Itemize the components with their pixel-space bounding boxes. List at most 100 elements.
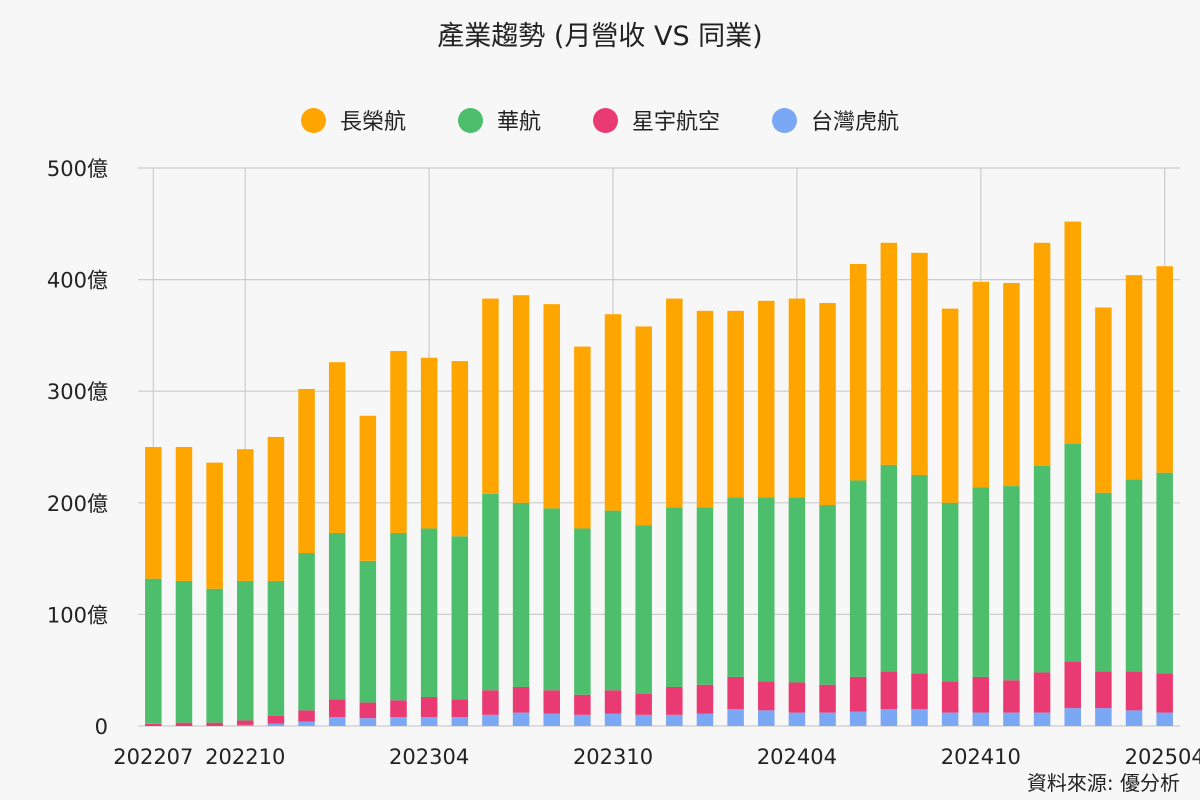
- bar-segment-tigerair: [512, 712, 530, 726]
- x-tick-label: 202410: [941, 745, 1021, 769]
- bar-segment-evaair: [267, 436, 285, 581]
- bar-segment-tigerair: [1125, 710, 1143, 726]
- bar-segment-starlux: [788, 682, 806, 713]
- bar-segment-tigerair: [696, 713, 714, 726]
- bar-segment-tigerair: [451, 717, 469, 726]
- source-credit: 資料來源: 優分析: [1026, 771, 1180, 795]
- bar-segment-tigerair: [941, 712, 959, 726]
- bar-segment-china-airlines: [390, 532, 407, 701]
- bar-segment-china-airlines: [267, 580, 285, 716]
- bar-segment-tigerair: [237, 724, 254, 726]
- x-tick-label: 202207: [113, 745, 193, 769]
- bar-segment-evaair: [206, 462, 223, 589]
- bar-segment-starlux: [206, 722, 223, 726]
- bar-segment-tigerair: [604, 713, 622, 726]
- legend-item-evaair[interactable]: 長榮航: [300, 104, 406, 136]
- bar-segment-evaair: [298, 388, 315, 554]
- legend-label-evaair: 長榮航: [339, 110, 406, 135]
- bar-segment-evaair: [604, 314, 622, 511]
- bar-segment-tigerair: [1033, 712, 1051, 726]
- bar-segment-china-airlines: [758, 497, 775, 682]
- bar-segment-evaair: [1064, 221, 1081, 444]
- bar-segment-starlux: [328, 699, 346, 718]
- bar-segment-evaair: [758, 300, 775, 498]
- bar-segment-china-airlines: [482, 493, 499, 691]
- x-tick-label: 202504: [1125, 745, 1200, 769]
- bar-segment-evaair: [359, 415, 377, 561]
- bar-segment-china-airlines: [788, 497, 806, 683]
- bar-segment-tigerair: [1003, 712, 1020, 726]
- legend-swatch-tigerair: [772, 107, 798, 133]
- bar-segment-tigerair: [1156, 712, 1173, 726]
- y-tick-label: 400億: [47, 269, 108, 293]
- bar-segment-evaair: [175, 447, 193, 581]
- legend-label-starlux: 星宇航空: [632, 110, 721, 135]
- bar-segment-tigerair: [727, 709, 744, 726]
- y-tick-label: 500億: [47, 157, 108, 181]
- bar-segment-china-airlines: [359, 560, 377, 703]
- bar-segment-evaair: [1095, 307, 1112, 493]
- bar-segment-tigerair: [267, 723, 285, 726]
- bar-segment-china-airlines: [849, 480, 867, 677]
- bar-segment-starlux: [1003, 680, 1020, 713]
- y-tick-label: 100億: [47, 603, 108, 627]
- bar-segment-starlux: [849, 676, 867, 712]
- bar-segment-evaair: [328, 362, 346, 533]
- x-tick-label: 202210: [205, 745, 285, 769]
- legend-item-starlux[interactable]: 星宇航空: [593, 104, 720, 136]
- bar-segment-starlux: [941, 681, 959, 713]
- legend-swatch-evaair: [300, 107, 326, 133]
- bar-segment-evaair: [1125, 275, 1143, 480]
- bar-segment-china-airlines: [1125, 479, 1143, 672]
- bar-segment-china-airlines: [1064, 443, 1081, 662]
- bar-segment-starlux: [237, 720, 254, 725]
- y-tick-label: 300億: [47, 380, 108, 404]
- chart-legend: 長榮航 華航 星宇航空 台灣虎航: [0, 104, 1200, 136]
- bar-segment-china-airlines: [1033, 465, 1051, 673]
- bar-segment-evaair: [420, 357, 438, 529]
- x-tick-label: 202310: [573, 745, 653, 769]
- bar-segment-china-airlines: [298, 553, 315, 711]
- bar-segment-china-airlines: [604, 510, 622, 691]
- bar-segment-china-airlines: [145, 578, 162, 724]
- bar-segment-china-airlines: [911, 474, 928, 674]
- bar-segment-evaair: [512, 295, 530, 503]
- bar-segment-tigerair: [359, 718, 377, 726]
- bar-segment-starlux: [727, 676, 744, 710]
- bar-segment-starlux: [543, 690, 560, 714]
- bar-segment-evaair: [145, 447, 162, 579]
- bar-segment-tigerair: [328, 717, 346, 726]
- bar-segment-china-airlines: [696, 507, 714, 685]
- legend-item-china-airlines[interactable]: 華航: [457, 104, 541, 136]
- bar-segment-china-airlines: [1156, 472, 1173, 674]
- bar-segment-evaair: [237, 449, 254, 581]
- bar-segment-starlux: [819, 684, 836, 713]
- bar-segment-tigerair: [758, 710, 775, 726]
- bar-segment-starlux: [1064, 661, 1081, 709]
- bar-segment-tigerair: [1095, 708, 1112, 726]
- bar-segment-starlux: [482, 690, 499, 715]
- x-tick-label: 202404: [757, 745, 837, 769]
- bar-segment-starlux: [758, 681, 775, 711]
- bar-segment-evaair: [635, 326, 652, 526]
- bar-segment-starlux: [1156, 673, 1173, 713]
- legend-swatch-china-airlines: [457, 107, 483, 133]
- bar-segment-tigerair: [635, 714, 652, 726]
- bar-segment-tigerair: [482, 714, 499, 726]
- bar-segment-tigerair: [390, 717, 407, 726]
- bar-segment-starlux: [267, 715, 285, 724]
- legend-item-tigerair[interactable]: 台灣虎航: [772, 104, 899, 136]
- bar-segment-china-airlines: [574, 528, 591, 695]
- chart-title: 產業趨勢 (月營收 VS 同業): [437, 21, 763, 52]
- bar-segment-china-airlines: [941, 502, 959, 682]
- bar-segment-china-airlines: [727, 497, 744, 677]
- bar-segment-china-airlines: [237, 580, 254, 721]
- y-tick-label: 0: [95, 715, 108, 739]
- bar-segment-tigerair: [666, 714, 683, 726]
- bar-segment-tigerair: [972, 712, 990, 726]
- bar-segment-starlux: [420, 696, 438, 718]
- bar-segment-tigerair: [1064, 708, 1081, 726]
- bar-segment-china-airlines: [635, 525, 652, 694]
- bar-segment-china-airlines: [175, 580, 193, 723]
